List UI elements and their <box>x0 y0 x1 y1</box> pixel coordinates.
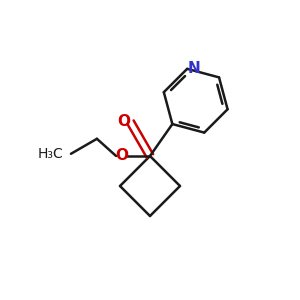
Text: N: N <box>188 61 200 76</box>
Text: O: O <box>117 114 130 129</box>
Text: O: O <box>115 148 128 164</box>
Text: H₃C: H₃C <box>38 147 63 161</box>
